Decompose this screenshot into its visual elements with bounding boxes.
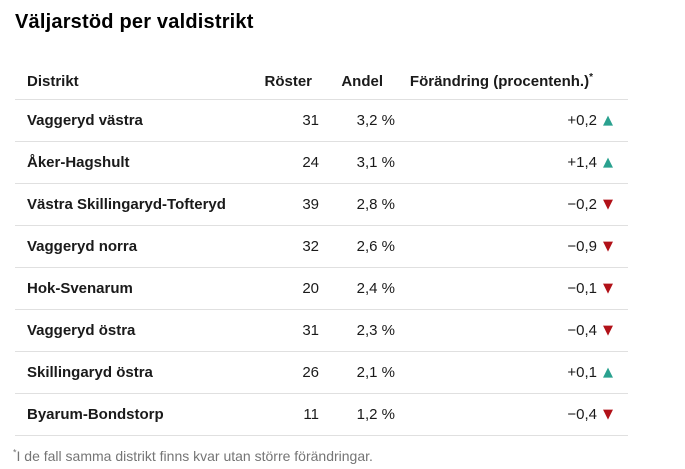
page-title: Väljarstöd per valdistrikt [15, 11, 254, 33]
column-header-forandring-label: Förändring (procentenh.) [409, 73, 590, 90]
footnote-marker: * [589, 72, 593, 83]
trend-down-icon: ▼ [603, 197, 613, 212]
change-value: −0,9 [567, 238, 597, 255]
votes-value: 32 [302, 238, 319, 255]
table-row: Skillingaryd östra 26 2,1 % +0,1 ▲ [15, 352, 628, 394]
table-body: Vaggeryd västra 31 3,2 % +0,2 ▲ Åker-Hag… [15, 100, 628, 436]
change-cell: −0,4 ▼ [395, 406, 613, 423]
column-header-andel: Andel [341, 73, 383, 90]
footnote: *I de fall samma distrikt finns kvar uta… [13, 448, 685, 464]
district-name: Skillingaryd östra [27, 364, 153, 381]
trend-up-icon: ▲ [603, 365, 613, 380]
trend-down-icon: ▼ [603, 323, 613, 338]
votes-value: 26 [302, 364, 319, 381]
share-value: 1,2 % [356, 406, 395, 423]
change-cell: +0,2 ▲ [395, 112, 613, 129]
district-name: Vaggeryd västra [27, 112, 143, 129]
change-cell: −0,4 ▼ [395, 322, 613, 339]
votes-value: 24 [302, 154, 319, 171]
table-row: Hok-Svenarum 20 2,4 % −0,1 ▼ [15, 268, 628, 310]
trend-down-icon: ▼ [603, 407, 613, 422]
district-name: Åker-Hagshult [27, 154, 130, 171]
share-value: 3,1 % [356, 154, 395, 171]
votes-value: 31 [302, 112, 319, 129]
change-cell: +1,4 ▲ [395, 154, 613, 171]
share-value: 3,2 % [356, 112, 395, 129]
trend-down-icon: ▼ [603, 239, 613, 254]
change-value: +0,2 [567, 112, 597, 129]
change-value: −0,4 [567, 322, 597, 339]
share-value: 2,4 % [356, 280, 395, 297]
change-value: +1,4 [567, 154, 597, 171]
district-name: Västra Skillingaryd-Tofteryd [27, 196, 226, 213]
change-value: +0,1 [567, 364, 597, 381]
share-value: 2,3 % [356, 322, 395, 339]
district-results-table: Distrikt Röster Andel Förändring (procen… [15, 64, 628, 436]
share-value: 2,1 % [356, 364, 395, 381]
votes-value: 31 [302, 322, 319, 339]
table-row: Vaggeryd norra 32 2,6 % −0,9 ▼ [15, 226, 628, 268]
change-cell: −0,2 ▼ [395, 196, 613, 213]
votes-value: 39 [302, 196, 319, 213]
trend-down-icon: ▼ [603, 281, 613, 296]
change-value: −0,1 [567, 280, 597, 297]
table-row: Åker-Hagshult 24 3,1 % +1,4 ▲ [15, 142, 628, 184]
column-header-forandring: Förändring (procentenh.)* [395, 72, 613, 91]
column-header-distrikt: Distrikt [27, 73, 79, 90]
district-name: Vaggeryd östra [27, 322, 136, 339]
change-value: −0,2 [567, 196, 597, 213]
table-row: Västra Skillingaryd-Tofteryd 39 2,8 % −0… [15, 184, 628, 226]
table-row: Byarum-Bondstorp 11 1,2 % −0,4 ▼ [15, 394, 628, 436]
votes-value: 20 [302, 280, 319, 297]
trend-up-icon: ▲ [603, 113, 613, 128]
footnote-symbol: * [13, 447, 17, 458]
trend-up-icon: ▲ [603, 155, 613, 170]
share-value: 2,8 % [356, 196, 395, 213]
change-cell: −0,1 ▼ [395, 280, 613, 297]
column-header-roster: Röster [264, 73, 312, 90]
table-header-row: Distrikt Röster Andel Förändring (procen… [15, 64, 628, 100]
change-cell: +0,1 ▲ [395, 364, 613, 381]
district-name: Byarum-Bondstorp [27, 406, 164, 423]
change-cell: −0,9 ▼ [395, 238, 613, 255]
share-value: 2,6 % [356, 238, 395, 255]
votes-value: 11 [303, 406, 319, 423]
district-name: Vaggeryd norra [27, 238, 138, 255]
footnote-text: I de fall samma distrikt finns kvar utan… [16, 448, 373, 464]
table-row: Vaggeryd västra 31 3,2 % +0,2 ▲ [15, 100, 628, 142]
change-value: −0,4 [567, 406, 597, 423]
district-name: Hok-Svenarum [27, 280, 133, 297]
table-row: Vaggeryd östra 31 2,3 % −0,4 ▼ [15, 310, 628, 352]
